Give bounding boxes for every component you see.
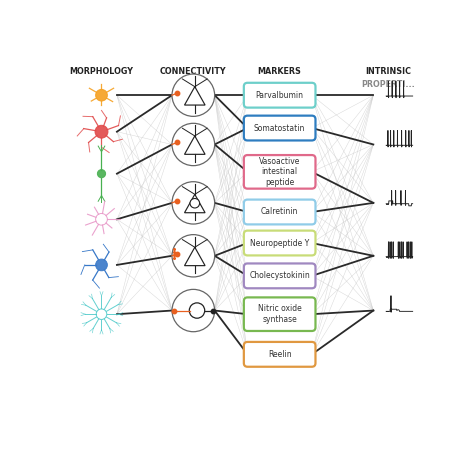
Circle shape bbox=[97, 170, 106, 178]
Text: Parvalbumin: Parvalbumin bbox=[255, 91, 304, 100]
Circle shape bbox=[172, 289, 215, 332]
Circle shape bbox=[172, 182, 215, 224]
FancyBboxPatch shape bbox=[244, 200, 316, 224]
FancyBboxPatch shape bbox=[244, 155, 316, 189]
Text: Somatostatin: Somatostatin bbox=[254, 124, 305, 133]
FancyBboxPatch shape bbox=[244, 231, 316, 255]
Text: Vasoactive
intestinal
peptide: Vasoactive intestinal peptide bbox=[259, 157, 301, 187]
Text: MARKERS: MARKERS bbox=[258, 67, 301, 76]
Circle shape bbox=[172, 235, 215, 277]
FancyBboxPatch shape bbox=[244, 297, 316, 331]
Text: Reelin: Reelin bbox=[268, 350, 292, 359]
Circle shape bbox=[96, 90, 108, 101]
Text: PROPERTI...: PROPERTI... bbox=[361, 80, 415, 89]
Text: Calretinin: Calretinin bbox=[261, 208, 298, 217]
FancyBboxPatch shape bbox=[244, 83, 316, 108]
Circle shape bbox=[190, 199, 200, 208]
Text: INTRINSIC: INTRINSIC bbox=[365, 67, 411, 76]
Circle shape bbox=[96, 309, 107, 319]
Circle shape bbox=[189, 303, 205, 318]
FancyBboxPatch shape bbox=[244, 342, 316, 367]
Circle shape bbox=[172, 74, 215, 117]
Circle shape bbox=[95, 125, 108, 138]
Text: Nitric oxide
synthase: Nitric oxide synthase bbox=[258, 304, 301, 324]
Circle shape bbox=[172, 123, 215, 165]
Text: Neuropeptide Y: Neuropeptide Y bbox=[250, 238, 309, 247]
Text: Cholecystokinin: Cholecystokinin bbox=[249, 272, 310, 280]
FancyBboxPatch shape bbox=[244, 116, 316, 140]
Text: CONNECTIVITY: CONNECTIVITY bbox=[160, 67, 227, 76]
FancyBboxPatch shape bbox=[244, 264, 316, 288]
Circle shape bbox=[96, 259, 108, 271]
Circle shape bbox=[96, 213, 108, 225]
Text: MORPHOLOGY: MORPHOLOGY bbox=[70, 67, 134, 76]
